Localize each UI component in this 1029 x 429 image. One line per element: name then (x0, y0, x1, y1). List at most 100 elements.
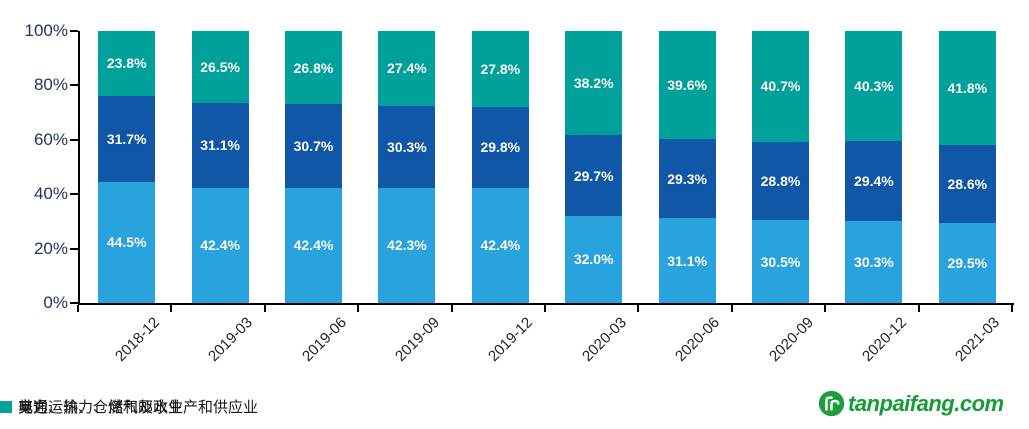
legend-marker-icon (0, 400, 12, 413)
legend-label: 其它 (18, 399, 49, 416)
y-axis-tick-label: 80% (33, 75, 68, 95)
x-axis-tick-mark (730, 305, 733, 312)
bar-segment-value-label: 39.6% (667, 76, 707, 93)
bar-segment-value-label: 31.1% (667, 252, 707, 269)
bar-segment: 32.0% (565, 215, 623, 303)
bar-segment-value-label: 44.5% (106, 234, 147, 251)
bar-segment: 29.7% (565, 135, 623, 216)
bar-segment-value-label: 40.7% (760, 78, 801, 95)
stacked-bar: 29.5% 28.6% 41.8% (938, 31, 996, 303)
bar-segment: 27.4% (378, 31, 436, 106)
x-axis-tick-label: 2019-12 (485, 314, 537, 365)
bar-segment-value-label: 41.8% (947, 80, 988, 97)
bar-segment-value-label: 28.6% (947, 175, 988, 192)
bar-segment: 26.8% (285, 31, 342, 105)
bar-segment: 31.1% (191, 103, 249, 188)
bar-segment: 40.3% (845, 31, 903, 141)
bar-segment-value-label: 30.3% (387, 138, 427, 155)
x-axis-tick-mark (917, 305, 920, 312)
x-axis-tick-label: 2020-03 (578, 314, 630, 365)
bar-segment: 42.4% (285, 187, 342, 303)
bar-segment: 29.3% (658, 138, 716, 219)
y-axis-tick-mark (70, 247, 78, 250)
bar-segment-value-label: 42.4% (200, 237, 240, 254)
y-axis-tick-label: 100% (24, 21, 68, 40)
bar-segment-value-label: 29.7% (573, 167, 614, 184)
x-axis-tick-label: 2020-09 (765, 314, 817, 365)
bar-segment: 38.2% (565, 31, 623, 136)
bar-segment-value-label: 26.8% (293, 59, 334, 76)
bar-segment: 27.8% (471, 31, 529, 107)
x-axis-tick-mark (1011, 305, 1013, 312)
stacked-bar: 42.4% 29.8% 27.8% (471, 31, 529, 303)
bar-segment: 29.5% (938, 222, 996, 303)
bar-segment-value-label: 29.5% (947, 254, 988, 271)
y-axis-tick-mark (70, 84, 78, 87)
bar-segment: 40.7% (752, 31, 809, 142)
stacked-bar: 44.5% 31.7% 23.8% (98, 31, 156, 303)
bar-segment-value-label: 29.3% (667, 170, 707, 187)
bar-segment: 31.1% (658, 218, 716, 303)
bar-segment-value-label: 27.4% (387, 60, 427, 77)
y-axis-tick-mark (70, 30, 78, 32)
bar-segment-value-label: 42.4% (293, 237, 334, 254)
x-axis-tick-mark (170, 305, 173, 312)
x-axis-tick-mark (544, 305, 546, 312)
plot-area: 44.5% 31.7% 23.8% 42.4% 31.1% 26.5% 42.4% 30.7%… (78, 31, 1014, 305)
stacked-bar: 30.5% 28.8% 40.7% (752, 31, 809, 303)
stacked-bar: 30.3% 29.4% 40.3% (845, 31, 903, 303)
bar-segment: 23.8% (98, 31, 156, 96)
bar-segment-value-label: 38.2% (573, 75, 614, 92)
bar-segment: 41.8% (938, 31, 996, 145)
bar-segment: 29.8% (471, 106, 529, 188)
y-axis-tick-label: 60% (33, 129, 68, 149)
stacked-bar: 42.4% 30.7% 26.8% (285, 31, 342, 303)
bar-segment-value-label: 30.5% (760, 253, 801, 270)
bar-segment-value-label: 26.5% (200, 59, 240, 76)
legend-label: 交通运输、仓储和邮政业 (18, 399, 184, 416)
bar-segment-value-label: 27.8% (480, 60, 521, 77)
y-axis-tick-mark (70, 302, 78, 304)
stacked-bar: 42.4% 31.1% 26.5% (191, 31, 249, 303)
bar-segment-value-label: 29.8% (480, 139, 521, 156)
legend-item: 其它 (0, 396, 48, 417)
x-axis-tick-mark (824, 305, 827, 312)
bar-segment: 30.3% (378, 105, 436, 188)
stacked-bar: 42.3% 30.3% 27.4% (378, 31, 436, 303)
bar-segment: 28.8% (752, 141, 809, 221)
bar-segment: 44.5% (98, 181, 156, 303)
watermark-text: tanpaifang.com (848, 390, 1004, 416)
x-axis-tick-mark (77, 305, 79, 312)
bar-segment: 29.4% (845, 140, 903, 221)
tanpaifang-logo-icon (818, 390, 845, 417)
x-axis-tick-label: 2019-09 (391, 314, 443, 365)
bar-segment: 42.4% (471, 187, 529, 303)
x-axis-tick-label: 2019-06 (298, 314, 350, 365)
bar-segment: 39.6% (658, 31, 716, 139)
y-axis-tick-mark (70, 138, 78, 141)
bar-segment-value-label: 31.7% (106, 130, 147, 147)
bar-segment: 30.3% (845, 220, 903, 303)
x-axis-tick-mark (450, 305, 453, 312)
bar-segment: 28.6% (938, 144, 996, 223)
x-axis-tick-mark (357, 305, 360, 312)
legend-label: 电力、热力、燃气及水生产和供应业 (18, 399, 259, 416)
y-axis-tick-label: 20% (33, 238, 68, 258)
stacked-bar: 32.0% 29.7% 38.2% (565, 31, 623, 303)
bar-segment: 42.3% (378, 187, 436, 303)
y-axis-tick-mark (70, 193, 78, 196)
bar-segment: 30.7% (285, 104, 342, 188)
bar-segment-value-label: 30.3% (854, 253, 894, 270)
bar-segment: 31.7% (98, 95, 156, 182)
y-axis-tick-label: 0% (43, 293, 68, 312)
bar-segment-value-label: 42.4% (480, 237, 521, 254)
x-axis-tick-label: 2020-06 (672, 314, 724, 365)
bar-segment-value-label: 30.7% (293, 137, 334, 154)
watermark: tanpaifang.com (818, 390, 1004, 417)
bar-segment-value-label: 29.4% (854, 172, 894, 189)
bar-segment-value-label: 42.3% (387, 237, 427, 254)
bar-segment: 42.4% (191, 187, 249, 303)
bar-segment-value-label: 28.8% (760, 172, 801, 189)
stacked-bar: 31.1% 29.3% 39.6% (658, 31, 716, 303)
